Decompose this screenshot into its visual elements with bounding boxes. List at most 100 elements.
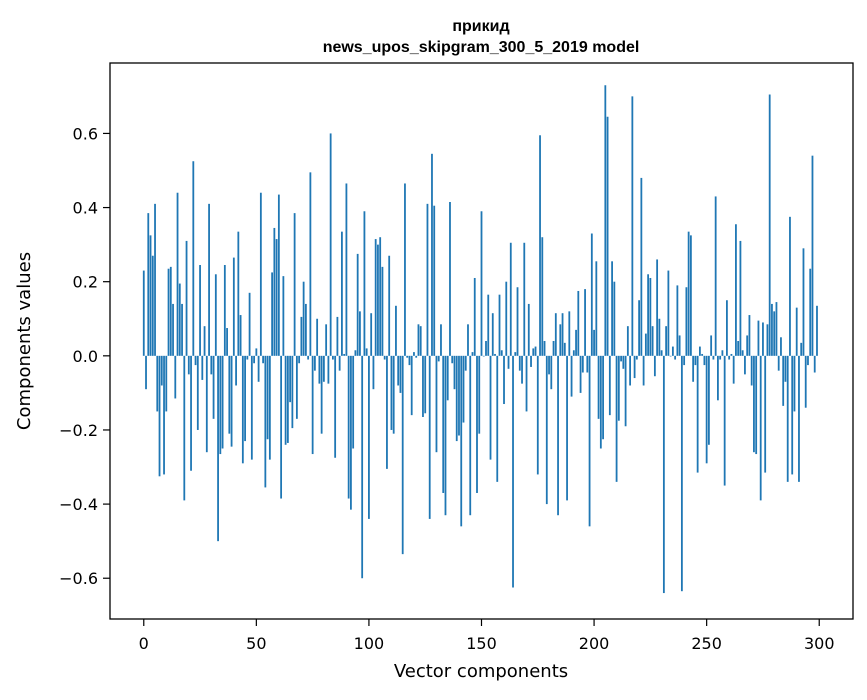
bar [590,233,593,356]
bar [606,116,609,356]
bar [678,335,681,356]
bar [347,355,350,499]
bar [462,355,465,423]
y-axis-label: Components values [14,252,35,430]
bar [773,311,776,356]
bar [228,355,231,434]
bar [413,352,415,356]
bar [766,324,769,356]
bar [703,355,706,366]
bar [415,355,418,358]
bar [723,355,726,486]
bar [559,324,562,356]
bar [759,355,762,501]
bar [219,355,222,455]
bar [194,355,197,366]
bar [205,355,208,453]
bar [676,285,679,356]
bar [262,355,264,364]
y-tick-label: −0.6 [59,569,98,588]
x-tick-label: 50 [246,634,266,653]
bar [341,231,343,356]
bar [426,203,429,356]
bar [631,96,634,356]
bar [804,355,807,408]
bar [460,355,463,527]
bar [374,239,377,356]
bar [280,355,283,499]
y-tick-label: −0.2 [59,421,98,440]
bar [390,355,393,430]
bar [336,316,339,356]
bar [732,355,735,384]
x-axis-label: Vector components [394,661,568,682]
bar [255,348,258,356]
bar [543,341,546,356]
bar [250,355,253,460]
bar [264,355,267,488]
bar [478,355,481,434]
bar [257,355,260,382]
bar [352,355,355,449]
bar [437,355,440,362]
bar [701,353,704,356]
bar [422,355,424,417]
bar [728,355,731,360]
bar [626,326,629,356]
bar [647,274,650,356]
bar [440,324,442,356]
bar [453,355,456,390]
bar [775,302,778,356]
bar [142,270,145,356]
bar [629,355,631,386]
bar [726,300,728,356]
bar [163,355,165,475]
bar [507,355,510,369]
bar [311,355,314,455]
bar [505,281,508,356]
bar [192,161,195,356]
bar [602,355,604,440]
bar [595,261,598,356]
bar [221,355,224,449]
bar [381,266,384,356]
bar [199,265,201,356]
bar [739,240,742,356]
bar [147,213,150,356]
bar [809,268,812,356]
bar [343,353,346,356]
bar [638,300,641,356]
bar [620,355,622,362]
bar [230,355,233,447]
bar [275,239,278,356]
bar [512,355,514,588]
bar [237,231,240,356]
bar [813,355,816,373]
bar [345,183,348,356]
bar [667,270,670,356]
bar [753,355,755,453]
bar [183,355,186,501]
bar [329,133,332,356]
bar [246,355,249,360]
bar [383,355,386,360]
bar [291,355,294,429]
bar [395,305,397,356]
bar [165,355,168,412]
bar [557,355,559,516]
bar [485,341,487,356]
bar [811,155,814,356]
bar [277,194,280,356]
bar [748,315,751,356]
bar [471,352,474,356]
y-tick-label: 0.0 [73,347,98,366]
bar [503,355,505,405]
bar [717,355,719,401]
bar [350,355,352,510]
bar [259,192,262,356]
bar [680,355,683,592]
bar [239,315,242,356]
bar [800,342,803,356]
bar [167,268,170,356]
bar [807,355,809,366]
